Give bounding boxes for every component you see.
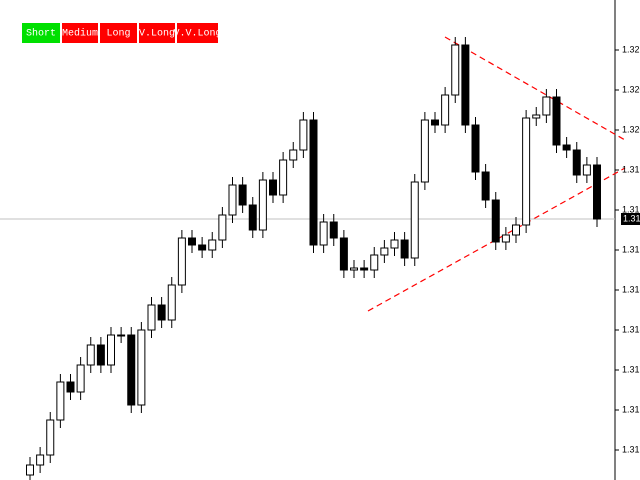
candle-body [451,44,460,96]
candle-body [461,44,470,126]
candle-body [46,419,55,456]
candle-body [329,221,338,239]
candle-body [56,381,65,421]
candle-body [309,119,318,246]
button-bg[interactable] [177,23,218,43]
y-tick-label: 1.31700 [622,444,640,454]
y-tick-label: 1.31980 [622,164,640,174]
candle-body [400,239,409,259]
y-tick-label: 1.31740 [622,404,640,414]
candle-body [167,284,176,321]
candle-body [532,114,541,119]
candle-body [86,344,95,366]
candle-body [491,199,500,243]
candle-body [350,267,358,271]
candle-body [299,119,308,151]
button[interactable]: V.V.Long [173,23,222,43]
y-tick-label: 1.31940 [622,204,640,214]
candle-body [512,224,520,236]
y-tick-label: 1.31820 [622,324,640,334]
button[interactable]: Short [22,23,60,43]
button[interactable]: V.Long [139,23,175,43]
button-bg[interactable] [100,23,137,43]
candle-body [198,244,207,251]
y-tick-label: 1.31900 [622,244,640,254]
candle-body [269,179,277,196]
button-bg[interactable] [139,23,175,43]
candle-body [107,334,115,366]
candle-body [117,334,126,337]
candle-body [289,149,298,161]
candle-body [319,221,328,246]
candle-body [96,344,105,366]
candle-body [582,164,591,176]
candle-body [76,364,85,393]
candle-body [441,94,450,126]
candle-body [208,239,217,251]
candle-body [137,329,146,406]
candle-body [177,237,186,286]
current-price-box [621,213,640,225]
candle-body [258,179,267,231]
candle-body [572,149,581,176]
buttons: Short Medium Long V.Long V.V.Long [22,23,222,43]
button-bg[interactable] [22,23,60,43]
candle-body [228,184,237,216]
candle-body [248,204,257,231]
button-label[interactable]: V.V.Long [173,29,221,40]
candle-body [339,237,348,271]
candle-body [147,304,156,331]
candle-body [26,464,34,476]
candle-body [188,237,196,246]
button-label[interactable]: Long [106,29,130,40]
button-label[interactable]: Short [26,28,56,40]
button[interactable]: Long [100,23,137,43]
candle-body [431,119,439,126]
y-tick-label: 1.32020 [622,124,640,134]
button-label[interactable]: Medium [62,28,98,40]
candle-body [542,96,551,116]
candle-body [360,267,369,271]
candle-body [127,334,136,406]
y-tick-label: 1.31860 [622,284,640,294]
current-price-label: 1.31931 [623,213,640,223]
candle-body [390,239,399,249]
candle-body [501,234,510,243]
y-tick-label: 1.32060 [622,84,640,94]
button-bg[interactable] [62,23,98,43]
candle-body [218,214,227,241]
candle-body [370,254,379,271]
candle-body [562,144,571,151]
candle-body [36,454,45,466]
candle-body [471,124,480,173]
candle-body [157,304,166,321]
candle-body [481,171,490,201]
candle-body [66,381,75,393]
candle-body [380,247,389,256]
trend-line [367,167,626,312]
candle-body [279,159,288,196]
y-tick-label: 1.32100 [622,44,640,54]
candle-body [410,181,419,259]
candle-body [593,164,601,220]
button-label[interactable]: V.Long [139,29,175,40]
candle-body [238,184,247,206]
button[interactable]: Medium [62,23,98,43]
candle-body [420,119,429,183]
candle-body [522,117,531,226]
y-tick-label: 1.31780 [622,364,640,374]
candle-body [552,96,561,146]
trend-line [444,36,626,141]
